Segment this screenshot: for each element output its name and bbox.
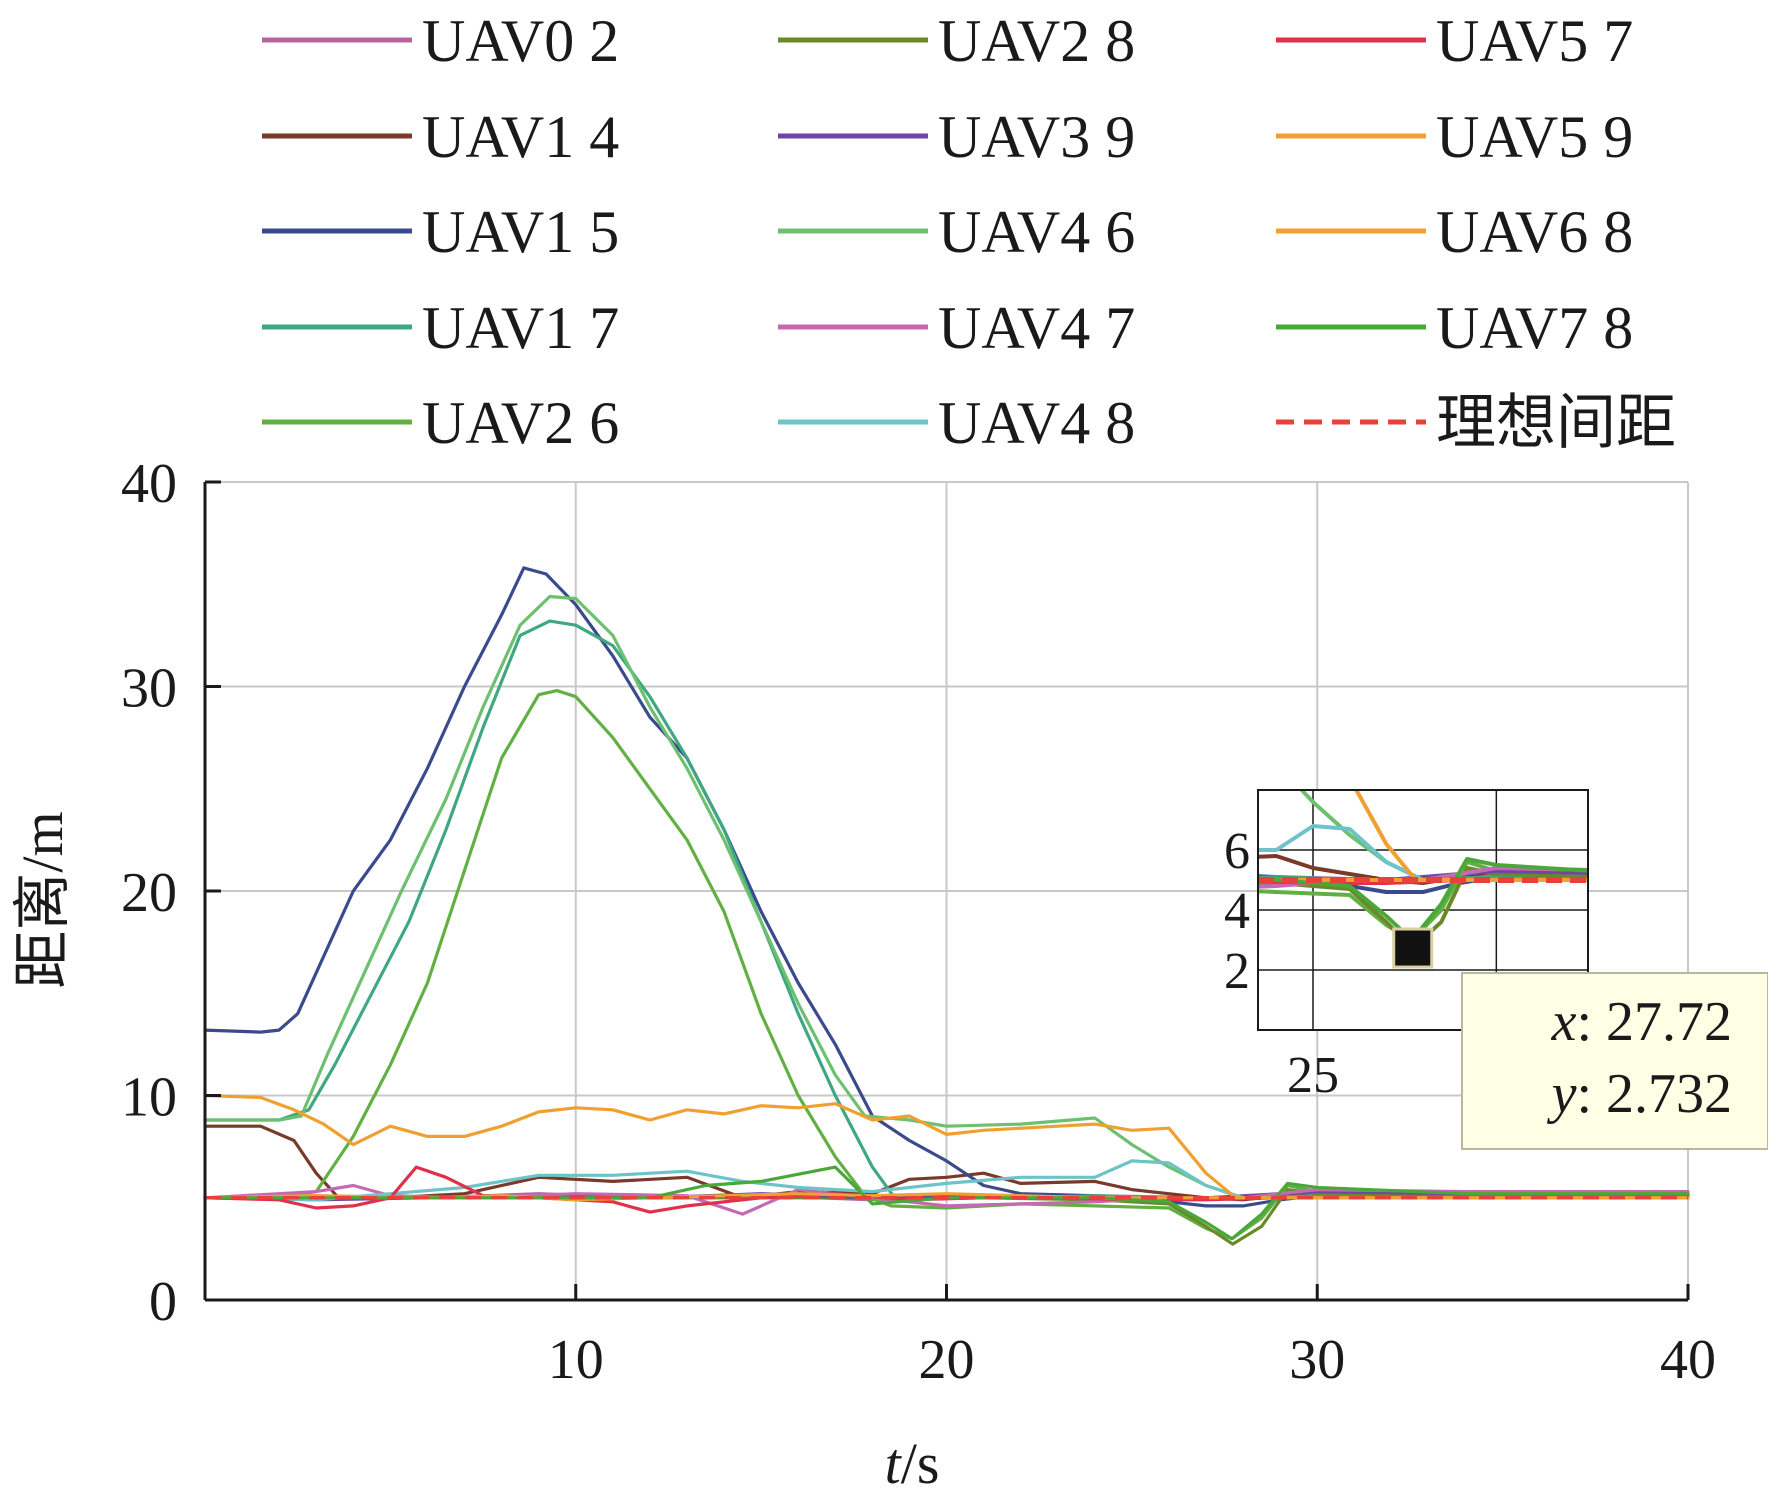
inset-y-tick-label-0: 2 [1224,943,1250,1000]
datatip-x-label: x [1551,991,1577,1053]
tick-labels: 0 10 20 30 40 10 20 30 40 [121,453,1716,1391]
datatip-marker [1392,927,1434,969]
x-tick-label-2: 30 [1289,1329,1345,1391]
legend-label-10: UAV5 7 [1436,8,1633,74]
legend-label-1: UAV1 4 [422,104,619,170]
inset-y-tick-label-1: 4 [1224,883,1250,940]
inset-series-line-7 [1298,790,1588,882]
legend-label-6: UAV3 9 [938,104,1135,170]
inset-series-line-2 [1258,874,1588,894]
legend-label-14: 理想间距 [1436,390,1676,456]
inset-series-line-6 [1258,869,1588,882]
legend-label-5: UAV2 8 [938,8,1135,74]
x-tick-label-1: 20 [919,1329,975,1391]
inset-series-line-12 [1354,790,1588,882]
x-tick-label-3: 40 [1660,1329,1716,1391]
x-axis-label-unit: /s [901,1431,940,1496]
legend-label-11: UAV5 9 [1436,104,1633,170]
datatip-y-label: y [1547,1063,1577,1125]
legend: UAV0 2 UAV1 4 UAV1 5 UAV1 7 UAV2 6 UAV2 8 UAV3… [262,8,1676,456]
inset-series-line-13 [1258,857,1588,942]
legend-label-12: UAV6 8 [1436,199,1633,265]
y-tick-label-1: 10 [121,1067,177,1129]
legend-label-0: UAV0 2 [422,8,619,74]
inset-frame [1257,789,1589,1031]
datatip-x-sep: : [1576,991,1606,1053]
y-axis-label: 距离/m [10,811,75,988]
datatip-y-value: 2.732 [1606,1063,1732,1125]
y-tick-label-4: 40 [121,453,177,515]
inset-x-tick-label-0: 25 [1287,1047,1339,1104]
series-line-12 [203,1093,1690,1200]
legend-label-4: UAV2 6 [422,390,619,456]
legend-label-3: UAV1 7 [422,295,619,361]
y-tick-label-3: 30 [121,658,177,720]
svg-text:y: 2.732: y: 2.732 [1547,1063,1732,1125]
data-tip: x: 27.72 y: 2.732 [1461,972,1768,1150]
series-lines [203,566,1690,1246]
x-tick-label-0: 10 [548,1329,604,1391]
axes [203,480,1690,1302]
datatip-x-value: 27.72 [1606,991,1732,1053]
series-line-9 [203,1159,1690,1202]
x-axis-label: t/s [885,1431,940,1496]
series-line-7 [203,594,1690,1200]
y-tick-label-0: 0 [149,1271,177,1333]
grid-lines [205,481,1689,1300]
legend-label-8: UAV4 7 [938,295,1135,361]
inset-y-tick-label-2: 6 [1224,823,1250,880]
legend-label-9: UAV4 8 [938,390,1135,456]
legend-label-13: UAV7 8 [1436,295,1633,361]
datatip-y-sep: : [1576,1063,1606,1125]
legend-label-2: UAV1 5 [422,199,619,265]
x-axis-label-variable: t [885,1431,903,1496]
y-tick-label-2: 20 [121,862,177,924]
svg-text:x: 27.72: x: 27.72 [1551,991,1732,1053]
legend-label-7: UAV4 6 [938,199,1135,265]
